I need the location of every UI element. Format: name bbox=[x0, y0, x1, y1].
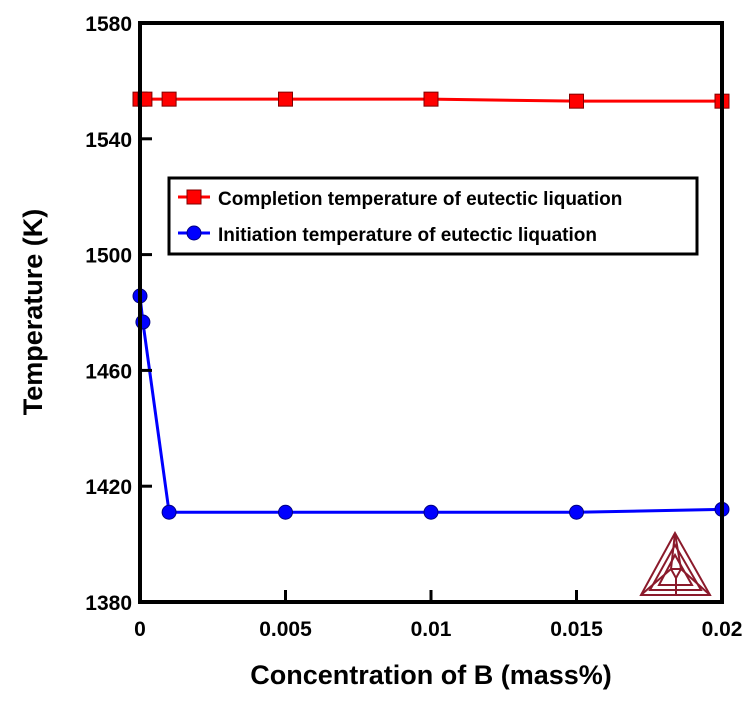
data-point-circle bbox=[423, 504, 439, 520]
legend-marker-circle-icon bbox=[186, 225, 202, 241]
y-tick-label: 1580 bbox=[85, 13, 132, 36]
series-line-1 bbox=[138, 295, 723, 514]
legend-box bbox=[167, 176, 699, 256]
data-point-circle bbox=[569, 504, 584, 520]
legend-label-initiation: Initiation temperature of eutectic liqua… bbox=[218, 225, 597, 246]
data-point-square bbox=[569, 93, 584, 109]
data-point-square bbox=[278, 91, 293, 107]
x-axis-label: Concentration of B (mass%) bbox=[250, 660, 612, 690]
legend-label-completion: Completion temperature of eutectic liqua… bbox=[218, 189, 622, 210]
legend: Completion temperature of eutectic liqua… bbox=[167, 176, 699, 256]
x-tick-label: 0 bbox=[134, 618, 146, 641]
x-tick-label: 0.02 bbox=[702, 618, 743, 641]
y-tick-label: 1420 bbox=[85, 476, 132, 499]
y-tick-label: 1540 bbox=[85, 129, 132, 152]
x-tick-label: 0.01 bbox=[411, 618, 452, 641]
data-point-circle bbox=[161, 504, 177, 520]
x-tick-label: 0.015 bbox=[550, 618, 603, 641]
data-point-circle bbox=[278, 504, 293, 520]
thermo-calc-logo bbox=[639, 530, 712, 596]
y-tick-label: 1460 bbox=[85, 360, 132, 383]
data-point-square bbox=[161, 91, 177, 107]
x-tick-label: 0.005 bbox=[259, 618, 312, 641]
legend-marker-square-icon bbox=[186, 189, 202, 205]
y-tick-label: 1500 bbox=[85, 245, 132, 268]
y-axis-label: Temperature (K) bbox=[18, 209, 48, 416]
data-point-square bbox=[423, 91, 439, 107]
y-tick-label: 1380 bbox=[85, 592, 132, 615]
